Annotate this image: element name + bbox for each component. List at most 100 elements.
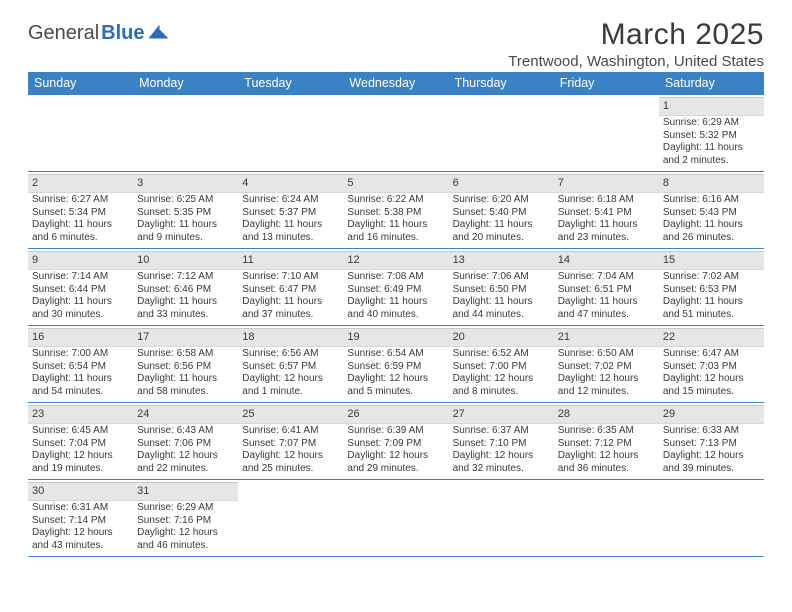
day-number-bar: 12 [343,251,448,270]
day-number-bar: 5 [343,174,448,193]
sunrise-text: Sunrise: 6:54 AM [347,348,444,361]
calendar-cell: 1Sunrise: 6:29 AMSunset: 5:32 PMDaylight… [659,95,764,171]
calendar-cell: 6Sunrise: 6:20 AMSunset: 5:40 PMDaylight… [449,172,554,248]
sunrise-text: Sunrise: 6:39 AM [347,425,444,438]
calendar-cell [28,95,133,171]
sunrise-text: Sunrise: 6:47 AM [663,348,760,361]
calendar-cell: 24Sunrise: 6:43 AMSunset: 7:06 PMDayligh… [133,403,238,479]
sunrise-text: Sunrise: 7:08 AM [347,271,444,284]
sunrise-text: Sunrise: 6:31 AM [32,502,129,515]
day-number-bar: 30 [28,482,133,501]
sunset-text: Sunset: 5:37 PM [242,207,339,220]
sunset-text: Sunset: 6:54 PM [32,361,129,374]
daylight-text: Daylight: 11 hours and 23 minutes. [558,219,655,245]
calendar-cell: 11Sunrise: 7:10 AMSunset: 6:47 PMDayligh… [238,249,343,325]
sunrise-text: Sunrise: 6:56 AM [242,348,339,361]
day-number-bar: 27 [449,405,554,424]
weekday-header: Friday [554,72,659,95]
day-number: 27 [453,408,465,420]
day-number: 7 [558,177,564,189]
sunset-text: Sunset: 5:43 PM [663,207,760,220]
sunrise-text: Sunrise: 6:41 AM [242,425,339,438]
day-number-bar: 10 [133,251,238,270]
month-title: March 2025 [508,18,764,52]
day-number: 28 [558,408,570,420]
sunset-text: Sunset: 7:04 PM [32,438,129,451]
daylight-text: Daylight: 12 hours and 46 minutes. [137,527,234,553]
sunrise-text: Sunrise: 6:29 AM [137,502,234,515]
daylight-text: Daylight: 11 hours and 6 minutes. [32,219,129,245]
day-number: 4 [242,177,248,189]
calendar-cell: 26 Sunrise: 6:39 AMSunset: 7:09 PMDayligh… [343,403,448,479]
daylight-text: Daylight: 12 hours and 1 minute. [242,373,339,399]
day-number: 23 [32,408,44,420]
day-number-bar: 15 [659,251,764,270]
sunset-text: Sunset: 7:03 PM [663,361,760,374]
calendar-cell: 20Sunrise: 6:52 AMSunset: 7:00 PMDayligh… [449,326,554,402]
calendar-cell: 25Sunrise: 6:41 AMSunset: 7:07 PMDayligh… [238,403,343,479]
day-number: 1 [663,100,669,112]
sunset-text: Sunset: 5:32 PM [663,130,760,143]
calendar-week: 1Sunrise: 6:29 AMSunset: 5:32 PMDaylight… [28,95,764,172]
day-number: 8 [663,177,669,189]
calendar-cell: 7Sunrise: 6:18 AMSunset: 5:41 PMDaylight… [554,172,659,248]
sunset-text: Sunset: 7:00 PM [453,361,550,374]
sunrise-text: Sunrise: 6:35 AM [558,425,655,438]
weekday-header: Sunday [28,72,133,95]
day-number: 20 [453,331,465,343]
calendar-cell: 16Sunrise: 7:00 AMSunset: 6:54 PMDayligh… [28,326,133,402]
sunrise-text: Sunrise: 6:24 AM [242,194,339,207]
day-number: 21 [558,331,570,343]
sunrise-text: Sunrise: 7:10 AM [242,271,339,284]
sunset-text: Sunset: 7:09 PM [347,438,444,451]
sunrise-text: Sunrise: 7:04 AM [558,271,655,284]
daylight-text: Daylight: 11 hours and 30 minutes. [32,296,129,322]
day-number-bar: 4 [238,174,343,193]
calendar-cell: 28 Sunrise: 6:35 AMSunset: 7:12 PMDayligh… [554,403,659,479]
sunset-text: Sunset: 6:50 PM [453,284,550,297]
calendar-week: 23Sunrise: 6:45 AMSunset: 7:04 PMDayligh… [28,403,764,480]
calendar-cell: 22Sunrise: 6:47 AMSunset: 7:03 PMDayligh… [659,326,764,402]
calendar-cell: 30Sunrise: 6:31 AMSunset: 7:14 PMDayligh… [28,480,133,556]
day-number-bar: 28 [554,405,659,424]
sunrise-text: Sunrise: 6:22 AM [347,194,444,207]
sunset-text: Sunset: 5:38 PM [347,207,444,220]
sunset-text: Sunset: 6:44 PM [32,284,129,297]
day-number-bar: 11 [238,251,343,270]
daylight-text: Daylight: 12 hours and 43 minutes. [32,527,129,553]
weekday-header: Tuesday [238,72,343,95]
day-number-bar: 13 [449,251,554,270]
sunrise-text: Sunrise: 6:58 AM [137,348,234,361]
calendar-cell [343,95,448,171]
daylight-text: Daylight: 12 hours and 29 minutes. [347,450,444,476]
day-number: 22 [663,331,675,343]
sunrise-text: Sunrise: 6:50 AM [558,348,655,361]
day-number-bar: 29 [659,405,764,424]
calendar-cell: 10Sunrise: 7:12 AMSunset: 6:46 PMDayligh… [133,249,238,325]
daylight-text: Daylight: 11 hours and 58 minutes. [137,373,234,399]
day-number: 14 [558,254,570,266]
daylight-text: Daylight: 11 hours and 40 minutes. [347,296,444,322]
daylight-text: Daylight: 11 hours and 47 minutes. [558,296,655,322]
calendar-week: 30Sunrise: 6:31 AMSunset: 7:14 PMDayligh… [28,480,764,557]
daylight-text: Daylight: 11 hours and 26 minutes. [663,219,760,245]
calendar-cell [238,480,343,556]
calendar-cell: 13Sunrise: 7:06 AMSunset: 6:50 PMDayligh… [449,249,554,325]
day-number: 26 [347,408,359,420]
sunset-text: Sunset: 7:12 PM [558,438,655,451]
sunset-text: Sunset: 5:34 PM [32,207,129,220]
calendar-week: 16Sunrise: 7:00 AMSunset: 6:54 PMDayligh… [28,326,764,403]
day-number-bar: 25 [238,405,343,424]
day-number: 17 [137,331,149,343]
sunset-text: Sunset: 6:59 PM [347,361,444,374]
calendar-cell [554,95,659,171]
daylight-text: Daylight: 11 hours and 16 minutes. [347,219,444,245]
weekday-header: Monday [133,72,238,95]
day-number: 31 [137,485,149,497]
daylight-text: Daylight: 12 hours and 36 minutes. [558,450,655,476]
day-number: 6 [453,177,459,189]
calendar-cell [343,480,448,556]
sunrise-text: Sunrise: 6:52 AM [453,348,550,361]
sunrise-text: Sunrise: 6:25 AM [137,194,234,207]
weekday-header: Saturday [659,72,764,95]
